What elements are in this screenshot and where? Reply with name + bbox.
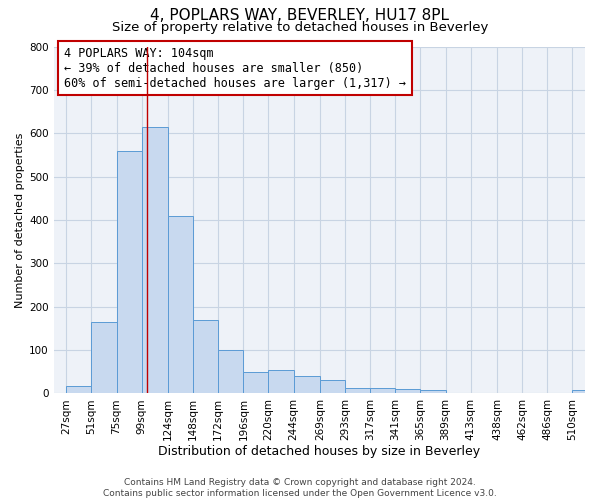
Text: 4, POPLARS WAY, BEVERLEY, HU17 8PL: 4, POPLARS WAY, BEVERLEY, HU17 8PL bbox=[151, 8, 449, 22]
Bar bbox=[421, 390, 446, 394]
Bar bbox=[268, 370, 293, 394]
Bar bbox=[395, 389, 421, 394]
Bar bbox=[572, 390, 598, 394]
Bar bbox=[244, 372, 268, 394]
Bar bbox=[66, 386, 91, 394]
Bar bbox=[91, 322, 116, 394]
Bar bbox=[293, 376, 320, 394]
Bar bbox=[218, 350, 244, 394]
Bar bbox=[320, 380, 345, 394]
Bar bbox=[168, 216, 193, 394]
Bar bbox=[142, 126, 168, 394]
Bar bbox=[116, 150, 142, 394]
Text: 4 POPLARS WAY: 104sqm
← 39% of detached houses are smaller (850)
60% of semi-det: 4 POPLARS WAY: 104sqm ← 39% of detached … bbox=[64, 46, 406, 90]
Text: Contains HM Land Registry data © Crown copyright and database right 2024.
Contai: Contains HM Land Registry data © Crown c… bbox=[103, 478, 497, 498]
Text: Size of property relative to detached houses in Beverley: Size of property relative to detached ho… bbox=[112, 21, 488, 34]
Y-axis label: Number of detached properties: Number of detached properties bbox=[15, 132, 25, 308]
X-axis label: Distribution of detached houses by size in Beverley: Distribution of detached houses by size … bbox=[158, 444, 481, 458]
Bar bbox=[370, 388, 395, 394]
Bar bbox=[345, 388, 370, 394]
Bar bbox=[193, 320, 218, 394]
